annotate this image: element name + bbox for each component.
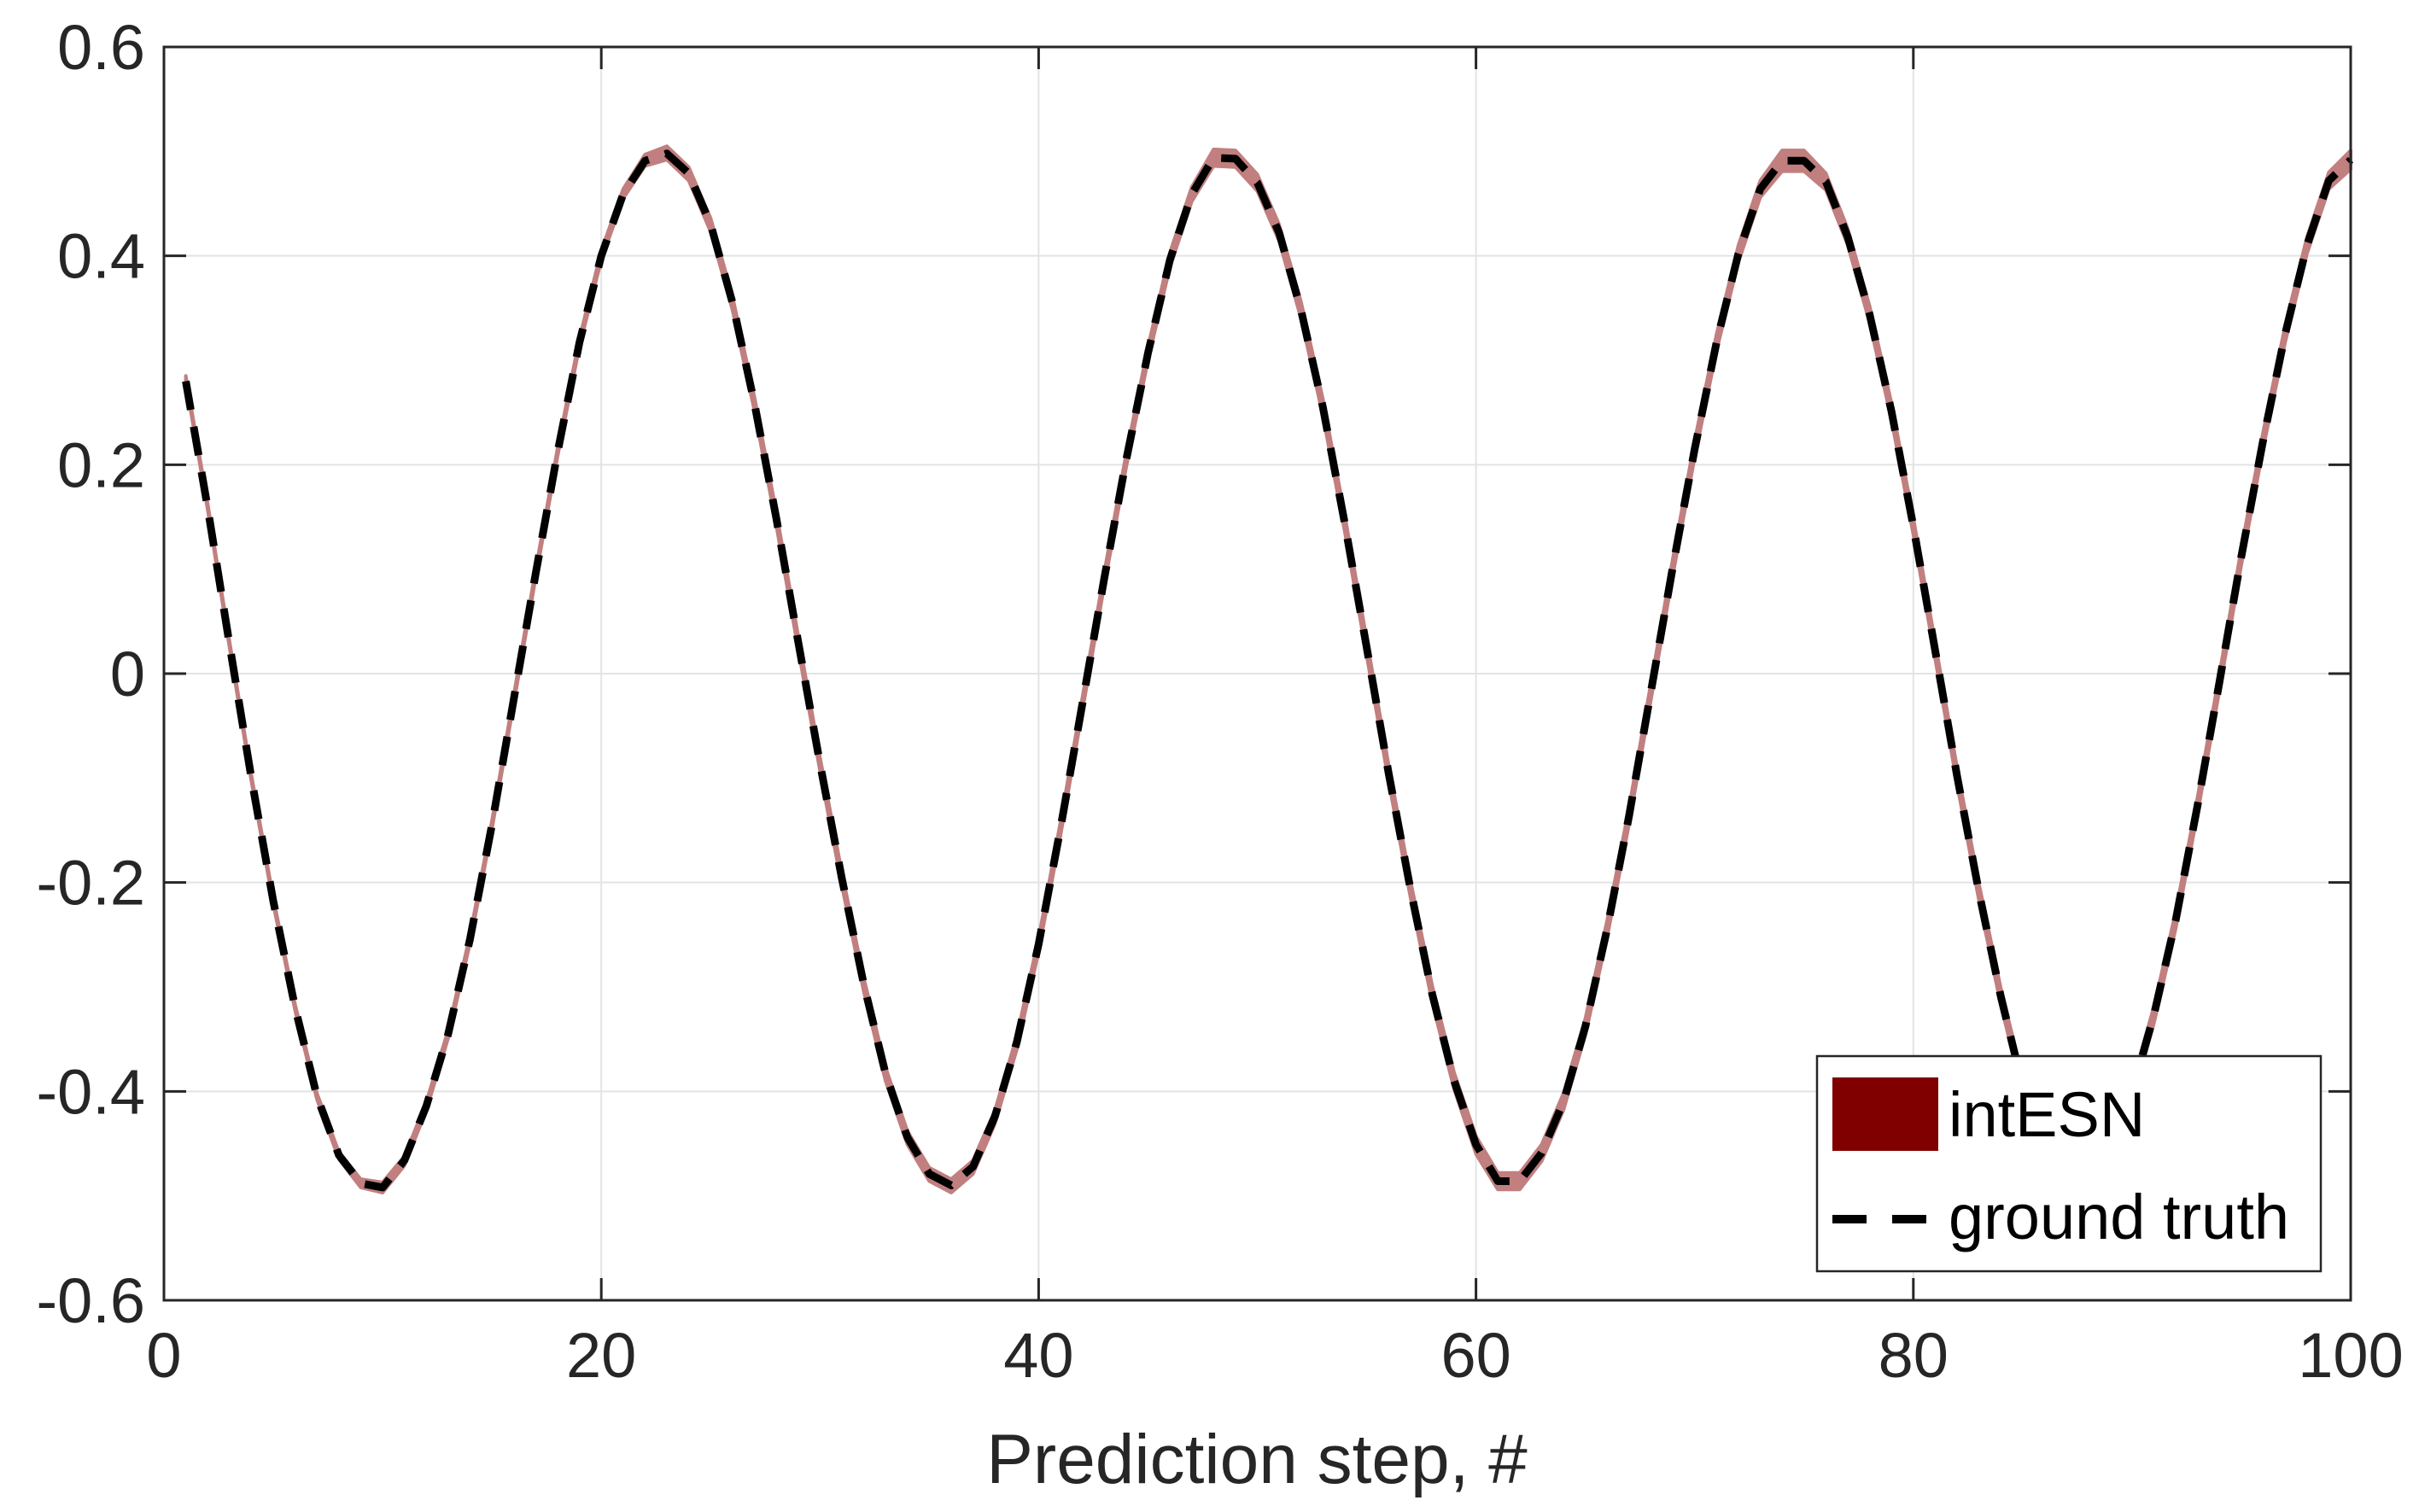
ground-truth-line [182,149,2354,1192]
x-tick-label: 100 [2298,1320,2403,1391]
legend-swatch-intesn [1832,1077,1938,1151]
x-tick-label: 60 [1440,1320,1510,1391]
y-tick-label: -0.4 [36,1056,145,1127]
legend[interactable]: intESN ground truth [1815,1054,2323,1273]
x-tick-label: 20 [566,1320,636,1391]
ticks [162,45,2352,1302]
y-tick-label: 0.4 [57,221,145,292]
x-tick-label: 40 [1003,1320,1073,1391]
x-axis-label: Prediction step, # [986,1421,1528,1498]
y-tick-label: -0.2 [36,848,145,919]
y-tick-label: 0 [110,639,145,709]
y-tick-label: 0.6 [57,12,145,83]
y-tick-label: -0.6 [36,1265,145,1336]
ground-truth-layer [182,149,2354,1192]
tick-labels: 0 20 40 60 80 100 0.6 0.4 0.2 0 -0.2 -0.4 -0.6 [36,12,2403,1391]
legend-label-intesn: intESN [1949,1079,2145,1150]
y-tick-label: 0.2 [57,429,145,500]
legend-label-ground-truth: ground truth [1949,1182,2289,1252]
x-tick-label: 80 [1879,1320,1949,1391]
x-tick-label: 0 [146,1320,181,1391]
